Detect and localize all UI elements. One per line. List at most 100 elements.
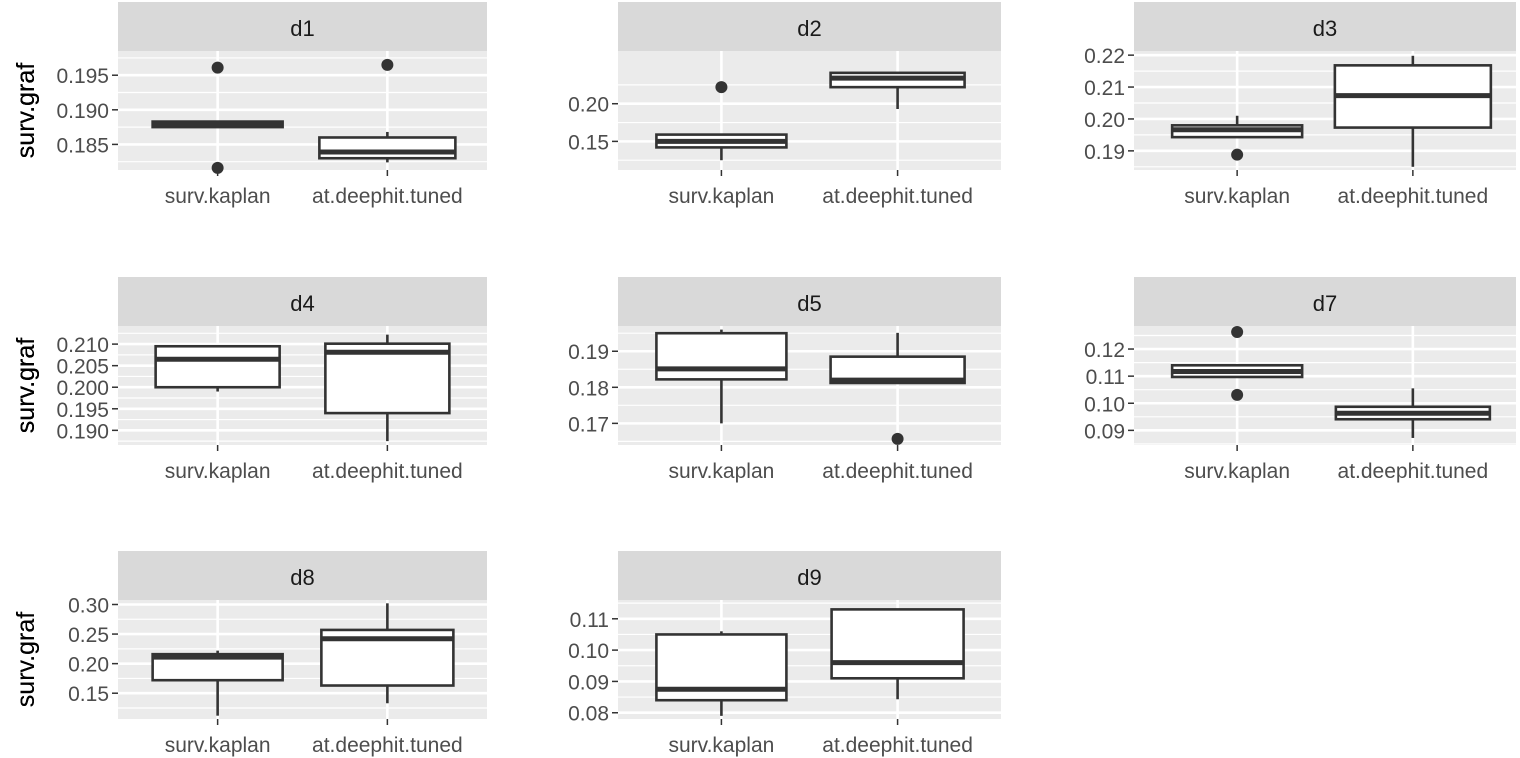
x-tick-label: surv.kaplan: [1184, 460, 1290, 483]
y-tick-label: 0.185: [56, 134, 109, 157]
y-axis-title: surv.graf: [12, 63, 40, 158]
outlier-point: [211, 61, 224, 74]
x-tick-label: at.deephit.tuned: [312, 460, 463, 483]
x-tick-label: surv.kaplan: [165, 185, 271, 208]
strip-label: d8: [290, 565, 314, 590]
outlier-point: [1231, 388, 1244, 401]
box-surv.kaplan: [151, 61, 284, 174]
y-tick-label: 0.25: [68, 624, 109, 647]
facet-panel-d5: d5 0.17 0.18 0.19 surv.kaplan at.deephit.tune…: [12, 277, 1001, 483]
y-tick-label: 0.17: [568, 413, 609, 436]
y-tick-label: 0.20: [68, 654, 109, 677]
strip-background: [118, 2, 487, 51]
box-at.deephit.tuned: [1334, 388, 1492, 438]
facet-panel-d2: d2 0.15 0.20 surv.kaplan at.deephit.tuned sur…: [12, 2, 1001, 208]
box-body: [318, 136, 457, 160]
box-surv.kaplan: [655, 329, 788, 424]
facet-panel-d7: d7 0.09 0.10 0.11 0.12 surv.kaplan at.deephit.…: [12, 277, 1516, 483]
x-tick-label: at.deephit.tuned: [822, 460, 973, 483]
y-tick-label: 0.20: [1084, 109, 1125, 132]
strip-label: d1: [290, 16, 314, 41]
box-body: [655, 331, 788, 381]
x-tick-label: surv.kaplan: [668, 460, 774, 483]
y-axis-title: surv.graf: [12, 63, 40, 158]
x-tick-label: at.deephit.tuned: [1338, 185, 1489, 208]
panel-background: [618, 51, 1001, 170]
y-tick-label: 0.12: [1084, 339, 1125, 362]
box-at.deephit.tuned: [830, 608, 965, 700]
y-tick-label: 0.30: [68, 594, 109, 617]
y-tick-label: 0.09: [568, 671, 609, 694]
y-tick-label: 0.20: [568, 94, 609, 117]
x-tick-label: surv.kaplan: [668, 734, 774, 757]
y-tick-label: 0.200: [56, 377, 109, 400]
x-tick-label: at.deephit.tuned: [822, 185, 973, 208]
strip-background: [1134, 277, 1516, 326]
x-tick-label: surv.kaplan: [668, 185, 774, 208]
y-axis-title: surv.graf: [12, 338, 40, 433]
facet-panel-d8: d8 0.15 0.20 0.25 0.30 surv.kaplan at.deephit.…: [12, 551, 487, 757]
box-at.deephit.tuned: [829, 332, 966, 445]
strip-background: [618, 2, 1001, 51]
x-tick-label: at.deephit.tuned: [1338, 460, 1489, 483]
y-tick-label: 0.210: [56, 334, 109, 357]
y-tick-label: 0.15: [568, 131, 609, 154]
y-tick-label: 0.09: [1084, 420, 1125, 443]
y-tick-label: 0.11: [1086, 366, 1125, 389]
y-tick-label: 0.22: [1084, 45, 1125, 68]
outlier-point: [715, 81, 728, 94]
outlier-point: [381, 58, 394, 71]
y-tick-label: 0.10: [1084, 393, 1125, 416]
x-tick-label: surv.kaplan: [1184, 185, 1290, 208]
y-tick-label: 0.21: [1084, 77, 1125, 100]
x-tick-label: surv.kaplan: [165, 734, 271, 757]
strip-label: d2: [797, 16, 821, 41]
facet-panel-d3: d3 0.19 0.20 0.21 0.22 surv.kaplan at.deephit.…: [12, 2, 1516, 208]
box-surv.kaplan: [655, 81, 788, 161]
x-tick-label: at.deephit.tuned: [822, 734, 973, 757]
x-tick-label: at.deephit.tuned: [312, 185, 463, 208]
strip-label: d4: [290, 291, 314, 316]
box-at.deephit.tuned: [1333, 55, 1493, 167]
y-axis-title: surv.graf: [12, 63, 40, 158]
outlier-point: [891, 432, 904, 445]
y-axis-title: surv.graf: [12, 612, 40, 707]
y-tick-label: 0.10: [568, 640, 609, 663]
facet-panel-d1: d1 0.185 0.190 0.195 surv.kaplan at.deephit.t…: [12, 2, 487, 208]
outlier-point: [1231, 148, 1244, 161]
strip-background: [618, 277, 1001, 326]
y-axis-title: surv.graf: [12, 612, 40, 707]
y-tick-label: 0.11: [570, 609, 609, 632]
box-body: [324, 342, 451, 415]
y-axis-title: surv.graf: [12, 338, 40, 433]
outlier-point: [1231, 325, 1244, 338]
y-tick-label: 0.190: [56, 420, 109, 443]
box-at.deephit.tuned: [829, 71, 966, 109]
strip-label: d3: [1313, 16, 1337, 41]
y-tick-label: 0.205: [56, 356, 109, 379]
x-tick-label: at.deephit.tuned: [312, 734, 463, 757]
strip-background: [618, 551, 1001, 600]
outlier-point: [211, 161, 224, 174]
box-body: [830, 608, 965, 680]
box-at.deephit.tuned: [318, 58, 457, 163]
box-surv.kaplan: [1170, 115, 1304, 161]
box-surv.kaplan: [1170, 325, 1304, 401]
box-surv.kaplan: [655, 631, 788, 716]
facet-panel-d9: d9 0.08 0.09 0.10 0.11 surv.kaplan at.deephit.…: [12, 551, 1001, 757]
panel-background: [1134, 326, 1516, 445]
box-body: [154, 344, 281, 389]
y-tick-label: 0.195: [56, 399, 109, 422]
y-tick-label: 0.190: [56, 100, 109, 123]
y-tick-label: 0.08: [568, 703, 609, 726]
y-tick-label: 0.19: [1084, 141, 1125, 164]
strip-label: d9: [797, 565, 821, 590]
strip-label: d7: [1313, 291, 1337, 316]
box-surv.kaplan: [154, 344, 281, 392]
strip-label: d5: [797, 291, 821, 316]
box-at.deephit.tuned: [324, 334, 451, 442]
x-tick-label: surv.kaplan: [165, 460, 271, 483]
box-at.deephit.tuned: [320, 603, 455, 704]
